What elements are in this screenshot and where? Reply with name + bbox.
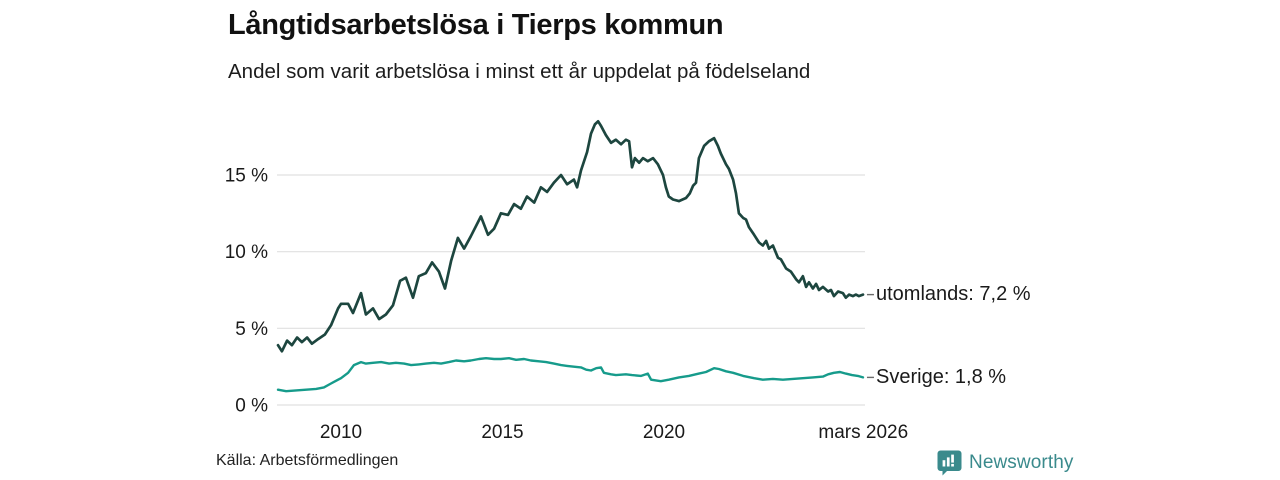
newsworthy-wordmark: Newsworthy xyxy=(969,452,1074,473)
y-tick-label: 10 % xyxy=(225,242,268,263)
newsworthy-logo[interactable]: Newsworthy xyxy=(937,450,1073,476)
newsworthy-icon xyxy=(937,450,962,476)
series-label-sverige: Sverige: 1,8 % xyxy=(876,365,1007,388)
chart-subtitle: Andel som varit arbetslösa i minst ett å… xyxy=(228,60,811,83)
page-title: Långtidsarbetslösa i Tierps kommun xyxy=(228,9,724,41)
series-line-Sverige xyxy=(276,357,865,393)
y-tick-label: 5 % xyxy=(235,319,268,340)
x-tick-label: 2010 xyxy=(320,422,362,443)
x-tick-label: 2020 xyxy=(643,422,685,443)
x-tick-label: 2015 xyxy=(481,422,523,443)
y-tick-label: 0 % xyxy=(235,396,268,417)
series-line-utomlands xyxy=(276,119,865,353)
x-tick-label: mars 2026 xyxy=(818,422,908,443)
source-note: Källa: Arbetsförmedlingen xyxy=(216,452,399,469)
y-tick-label: 15 % xyxy=(225,166,268,187)
series-label-utomlands: utomlands: 7,2 % xyxy=(876,283,1031,306)
